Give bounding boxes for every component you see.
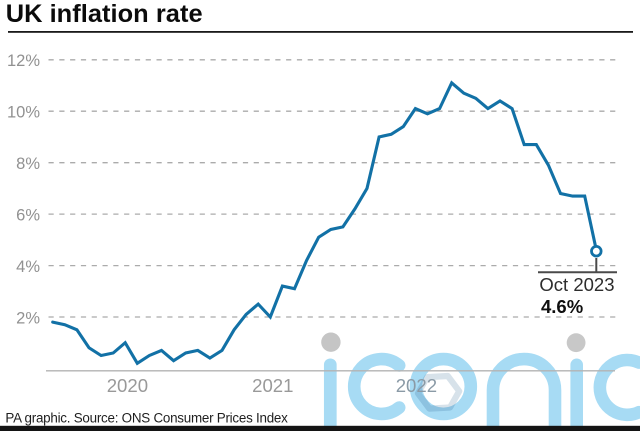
svg-text:4.6%: 4.6% <box>541 296 583 317</box>
svg-text:2%: 2% <box>16 309 40 327</box>
svg-text:Oct 2023: Oct 2023 <box>539 274 614 295</box>
svg-text:2022: 2022 <box>396 375 437 396</box>
svg-text:10%: 10% <box>7 104 40 122</box>
svg-text:UK inflation rate: UK inflation rate <box>6 0 203 28</box>
svg-text:6%: 6% <box>16 206 40 224</box>
svg-text:8%: 8% <box>16 155 40 173</box>
svg-text:4%: 4% <box>16 258 40 276</box>
svg-text:2021: 2021 <box>252 375 293 396</box>
svg-text:12%: 12% <box>7 52 40 70</box>
svg-text:2020: 2020 <box>107 375 148 396</box>
svg-text:PA graphic. Source: ONS Consum: PA graphic. Source: ONS Consumer Prices … <box>5 410 288 425</box>
